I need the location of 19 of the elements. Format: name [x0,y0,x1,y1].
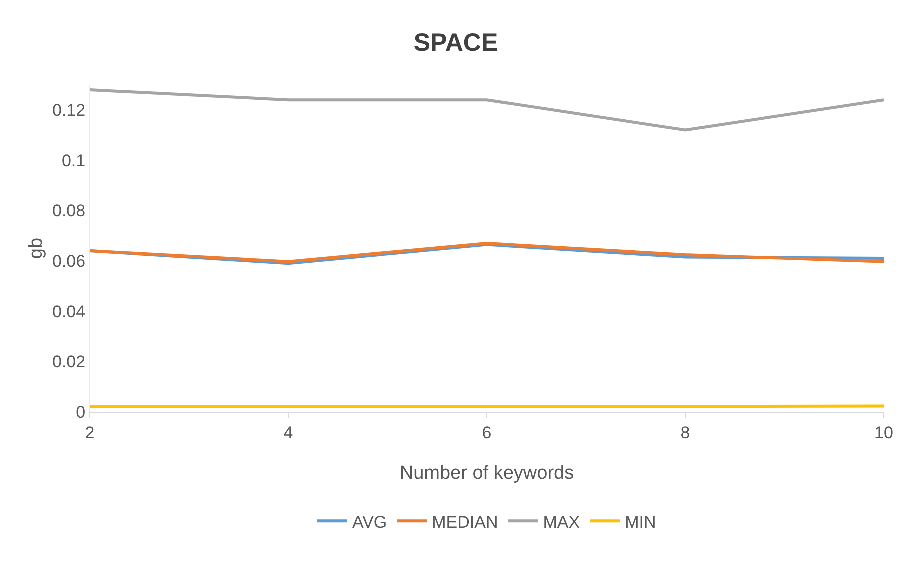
y-axis-title: gb [26,238,47,260]
y-tick-label: 0 [76,402,86,422]
x-tick-label: 4 [284,423,294,442]
x-axis-title: Number of keywords [400,463,574,484]
y-tick-label: 0.06 [52,252,86,272]
y-tick-label: 0.02 [52,352,86,372]
legend-label: MAX [543,512,580,532]
legend-label: MEDIAN [432,512,498,532]
y-tick-label: 0.04 [52,302,86,322]
legend-label: MIN [625,512,656,532]
y-tick-label: 0.12 [52,101,86,120]
x-tick-label: 10 [874,423,894,442]
chart-title: SPACE [414,29,498,58]
y-tick-label: 0.1 [62,151,86,170]
x-tick-label: 8 [680,423,690,442]
x-tick-label: 2 [85,423,95,442]
x-tick-label: 6 [482,423,492,442]
legend-label: AVG [352,512,388,532]
y-tick-label: 0.08 [52,202,86,221]
